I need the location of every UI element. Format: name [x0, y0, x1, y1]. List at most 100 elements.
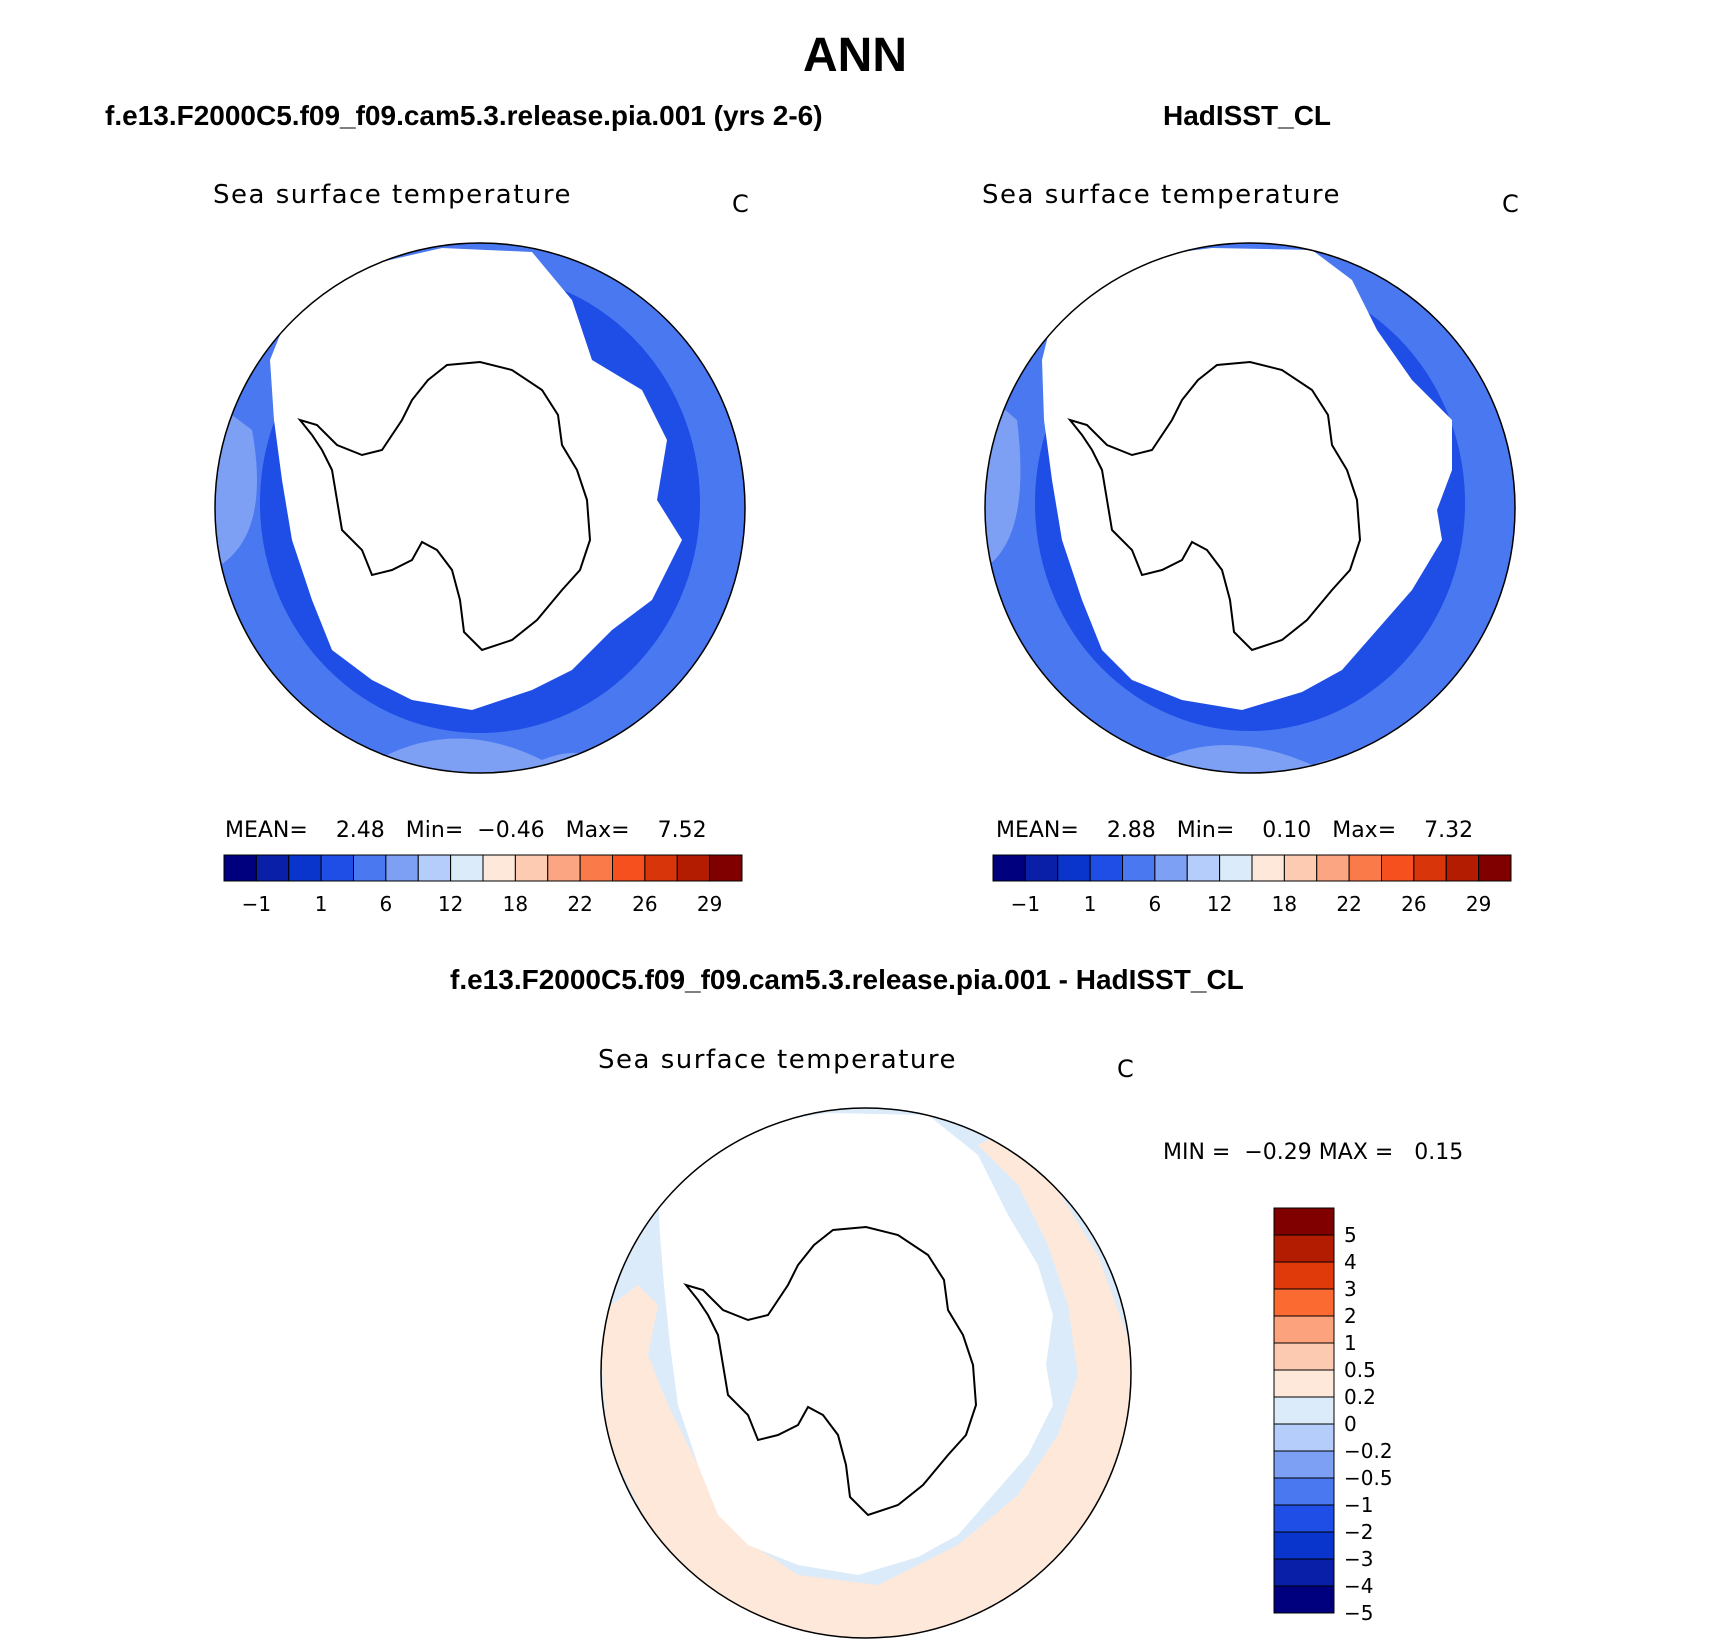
panel-3-colorbar-tick-label: −5	[1344, 1601, 1374, 1625]
antarctica-coastline	[1067, 360, 1362, 652]
panel-3-colorbar-swatch	[1273, 1585, 1335, 1614]
panel-3-colorbar-tick-label: 0.5	[1344, 1358, 1376, 1382]
panel-2-stats: MEAN= 2.88 Min= 0.10 Max= 7.32	[996, 818, 1473, 843]
max-value: 7.52	[657, 818, 707, 843]
panel-2-polar-map	[984, 242, 1516, 774]
panel-1-colorbar-labels: −1 1 6 12 18 22 26 29	[224, 892, 742, 918]
panel-2-colorbar-tick-label: 29	[1465, 892, 1492, 916]
mean-label: MEAN=	[996, 818, 1079, 843]
panel-2-colorbar-tick-label: 12	[1206, 892, 1233, 916]
map-border	[214, 242, 746, 774]
map-border	[984, 242, 1516, 774]
panel-1-polar-map	[214, 242, 746, 774]
min-label: Min=	[1176, 818, 1235, 843]
panel-1-colorbar-swatch	[255, 854, 290, 882]
panel-3-colorbar-tick-label: −1	[1344, 1493, 1374, 1517]
min-value: 0.10	[1262, 818, 1312, 843]
panel-1-variable-name: Sea surface temperature	[213, 180, 572, 210]
panel-3-colorbar-tick-label: 5	[1344, 1223, 1357, 1247]
panel-2-colorbar	[992, 854, 1512, 882]
panel-2-colorbar-swatch	[1283, 854, 1318, 882]
mean-value: 2.48	[335, 818, 385, 843]
panel-2-colorbar-swatch	[1154, 854, 1188, 882]
panel-1-stats: MEAN= 2.48 Min= −0.46 Max= 7.52	[225, 818, 707, 843]
panel-3-colorbar-swatch	[1273, 1315, 1335, 1344]
panel-3-case-title: f.e13.F2000C5.f09_f09.cam5.3.release.pia…	[450, 964, 1244, 995]
panel-2-colorbar-swatch	[1478, 854, 1512, 882]
panel-2-colorbar-tick-label: 1	[1083, 892, 1097, 916]
panel-2-colorbar-swatch	[1089, 854, 1123, 882]
panel-3-colorbar-swatch	[1273, 1261, 1335, 1290]
panel-2-colorbar-swatch	[1316, 854, 1350, 882]
panel-1-colorbar-swatch	[417, 854, 452, 882]
panel-2-colorbar-tick-label: 22	[1336, 892, 1362, 916]
panel-2-variable-name: Sea surface temperature	[982, 180, 1341, 210]
panel-3-colorbar-tick-label: −2	[1344, 1520, 1374, 1544]
panel-1-colorbar-tick-label: 1	[314, 892, 328, 916]
panel-3-colorbar-tick-label: −4	[1344, 1574, 1374, 1598]
mean-value: 2.88	[1106, 818, 1156, 843]
panel-2-colorbar-swatch	[1445, 854, 1480, 882]
max-value: 0.15	[1414, 1140, 1464, 1165]
max-label: MAX =	[1318, 1140, 1394, 1165]
panel-1-colorbar-swatch	[579, 854, 613, 882]
panel-1-colorbar-tick-label: 22	[567, 892, 593, 916]
panel-2-colorbar-swatch	[1219, 854, 1253, 882]
panel-3-colorbar-swatch	[1273, 1396, 1335, 1425]
panel-1-colorbar-tick-label: 26	[632, 892, 658, 916]
panel-3-colorbar-tick-label: 3	[1344, 1277, 1357, 1301]
panel-3-units: C	[1117, 1055, 1134, 1083]
min-label: MIN =	[1163, 1140, 1231, 1165]
panel-3-colorbar-swatch	[1273, 1558, 1335, 1587]
min-label: Min=	[405, 818, 464, 843]
panel-2-colorbar-swatch	[1186, 854, 1221, 882]
min-value: −0.29	[1244, 1140, 1312, 1165]
panel-3-colorbar-tick-label: −0.5	[1344, 1466, 1393, 1490]
panel-3-stats: MIN = −0.29 MAX = 0.15	[1163, 1140, 1463, 1165]
panel-2-colorbar-swatch	[992, 854, 1026, 882]
panel-1-colorbar-swatch	[676, 854, 711, 882]
panel-3-colorbar-swatch	[1273, 1531, 1335, 1560]
panel-3-colorbar-swatch	[1273, 1369, 1335, 1398]
panel-3-colorbar-swatch	[1273, 1423, 1335, 1452]
panel-3-colorbar-labels: 5 4 3 2 1 0.5 0.2 0 −0.2 −0.5 −1 −2 −3 −4 −5	[1344, 1208, 1464, 1625]
panel-2-colorbar-swatch	[1251, 854, 1285, 882]
panel-1-colorbar-tick-label: −1	[241, 892, 272, 916]
panel-2-colorbar-tick-label: 18	[1271, 892, 1298, 916]
antarctica-coastline	[297, 360, 592, 652]
panel-3-colorbar-swatch	[1273, 1234, 1335, 1263]
panel-2-colorbar-tick-label: −1	[1010, 892, 1041, 916]
panel-3-colorbar-tick-label: 1	[1344, 1331, 1357, 1355]
season-title: ANN	[803, 29, 907, 82]
panel-3-colorbar-swatch	[1273, 1288, 1335, 1317]
mean-label: MEAN=	[225, 818, 308, 843]
sea-ice-mask	[1042, 248, 1452, 710]
panel-1-case-title: f.e13.F2000C5.f09_f09.cam5.3.release.pia…	[105, 100, 823, 131]
panel-3-colorbar	[1273, 1207, 1335, 1614]
panel-2-colorbar-swatch	[1381, 854, 1415, 882]
panel-2-case-title: HadISST_CL	[1163, 100, 1332, 131]
panel-1-colorbar-swatch	[644, 854, 678, 882]
panel-1-colorbar-swatch	[547, 854, 581, 882]
panel-1-colorbar-swatch	[514, 854, 549, 882]
min-value: −0.46	[477, 818, 545, 843]
panel-2-colorbar-labels: −1 1 6 12 18 22 26 29	[993, 892, 1511, 918]
panel-3-colorbar-tick-label: 0	[1344, 1412, 1357, 1436]
panel-1-colorbar-swatch	[353, 854, 387, 882]
panel-3-colorbar-tick-label: −0.2	[1344, 1439, 1393, 1463]
panel-2-colorbar-tick-label: 26	[1401, 892, 1427, 916]
panel-1-colorbar-tick-label: 12	[437, 892, 464, 916]
panel-3-colorbar-swatch	[1273, 1450, 1335, 1479]
panel-2-colorbar-swatch	[1348, 854, 1382, 882]
panel-1-colorbar-swatch	[709, 854, 743, 882]
panel-1-colorbar-swatch	[223, 854, 257, 882]
max-label: Max=	[1332, 818, 1397, 843]
panel-3-colorbar-swatch	[1273, 1477, 1335, 1506]
sea-ice-mask	[658, 1113, 1053, 1575]
panel-1-colorbar-swatch	[385, 854, 419, 882]
panel-1-colorbar-swatch	[320, 854, 354, 882]
panel-3-colorbar-tick-label: 2	[1344, 1304, 1357, 1328]
panel-3-colorbar-swatch	[1273, 1207, 1335, 1236]
antarctica-coastline	[683, 1225, 978, 1517]
panel-1-units: C	[732, 190, 749, 218]
